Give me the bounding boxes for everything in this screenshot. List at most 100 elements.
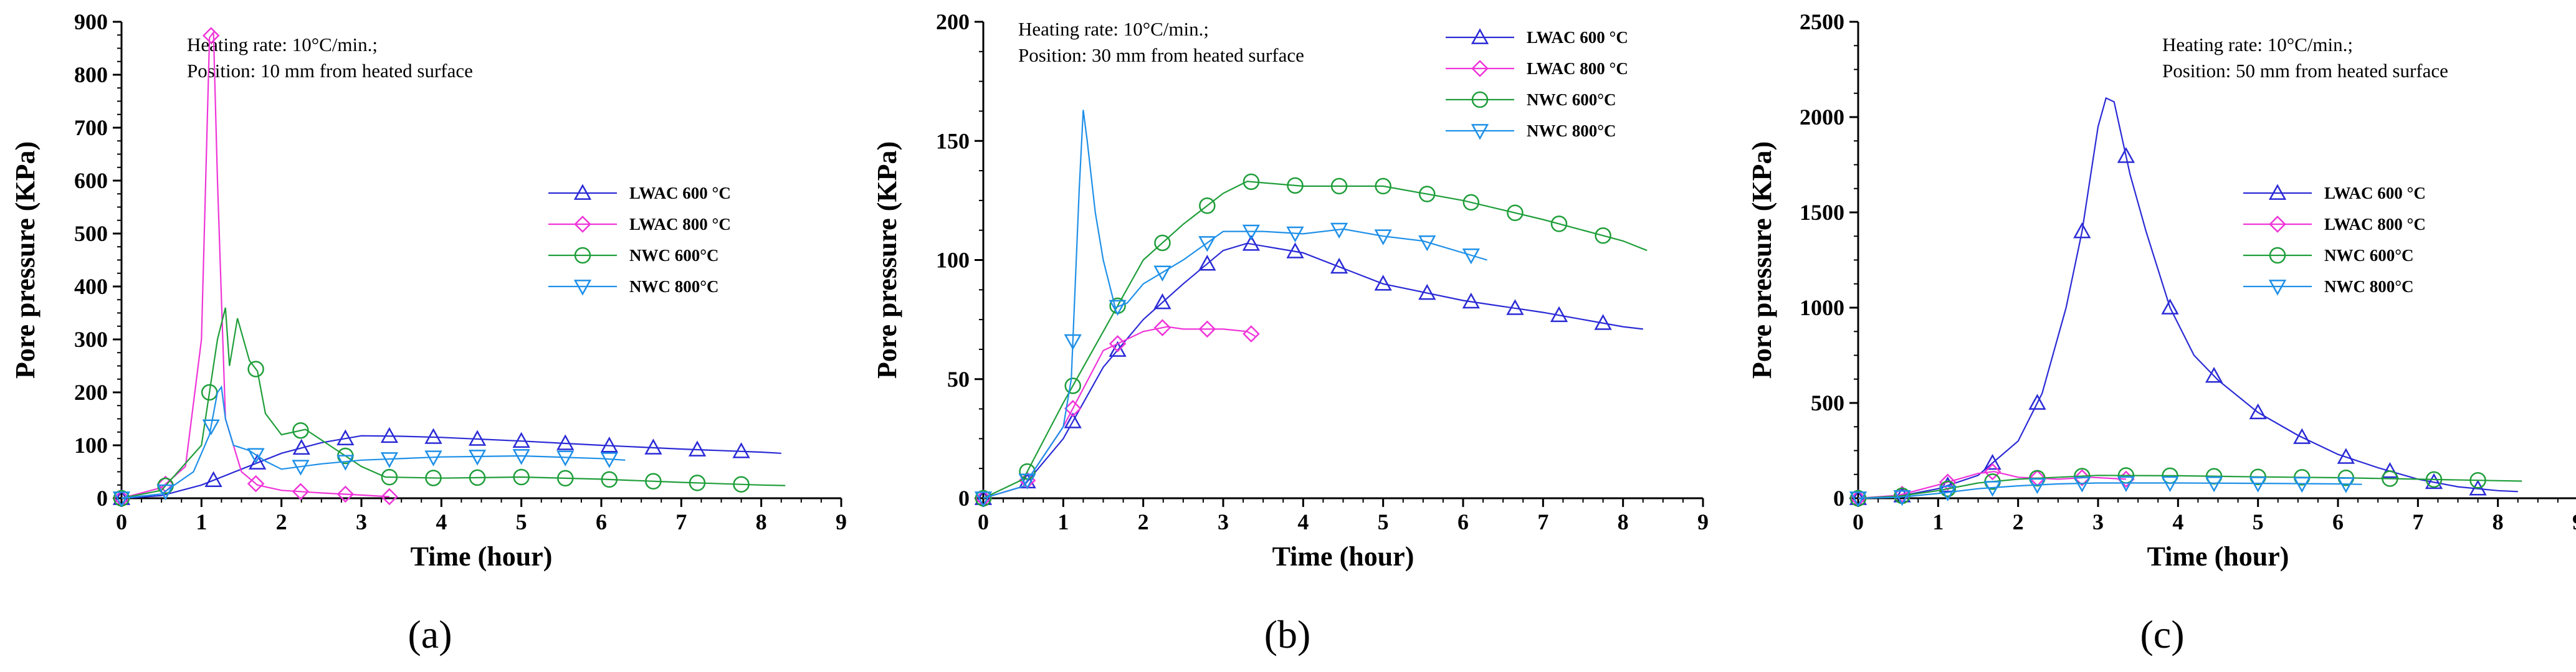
data-point [292, 460, 310, 476]
data-point [1595, 227, 1611, 244]
annotation-line: Position: 10 mm from heated surface [187, 60, 473, 82]
data-point [1153, 319, 1171, 336]
data-point [688, 440, 707, 457]
legend-label: LWAC 600 °C [1527, 28, 1628, 47]
y-tick-label: 2500 [1800, 9, 1844, 34]
data-point [1243, 325, 1260, 343]
legend-label: NWC 600°C [629, 246, 719, 265]
data-point [1506, 299, 1524, 315]
x-axis-label: Time (hour) [411, 541, 553, 572]
series-line [121, 307, 786, 499]
x-tick-label: 2 [1138, 509, 1149, 534]
y-tick-label: 200 [74, 380, 108, 405]
data-point [112, 491, 131, 508]
y-tick-label: 300 [74, 327, 108, 352]
data-point [1153, 265, 1171, 282]
data-point [557, 470, 574, 487]
data-point [1064, 334, 1082, 351]
data-point [1198, 255, 1216, 271]
data-point [2117, 147, 2135, 163]
series-line [983, 110, 1487, 499]
data-point [247, 475, 265, 493]
series-nwc800 [974, 110, 1487, 508]
x-tick-label: 5 [1378, 509, 1389, 534]
data-point [1893, 485, 1911, 503]
y-tick-label: 1500 [1800, 200, 1844, 225]
data-point [468, 450, 487, 466]
series-line [1858, 97, 2518, 499]
data-point [1374, 275, 1392, 291]
data-point [2028, 478, 2046, 495]
data-point [2161, 298, 2179, 315]
x-tick-label: 3 [2092, 509, 2104, 534]
y-tick-label: 100 [74, 433, 108, 458]
legend-marker [574, 215, 591, 233]
y-tick-label: 1000 [1800, 295, 1844, 320]
data-point [1462, 248, 1480, 265]
data-point [336, 485, 355, 503]
legend-marker [574, 247, 591, 264]
y-axis-label: Pore pressure (KPa) [10, 141, 41, 379]
series-line [1858, 482, 2362, 499]
data-point [1198, 320, 1216, 338]
data-point [1153, 293, 1171, 310]
annotation-line: Heating rate: 10°C/min.; [187, 34, 378, 55]
series-line [121, 435, 781, 499]
data-point [202, 27, 220, 44]
data-point [600, 437, 618, 453]
data-point [202, 419, 220, 435]
x-tick-label: 9 [2572, 509, 2576, 534]
legend: LWAC 600 °C LWAC 800 °C NWC 600°C NWC 800°C [548, 184, 731, 296]
y-tick-label: 500 [74, 221, 108, 246]
annotation-line: Position: 50 mm from heated surface [2162, 60, 2448, 82]
data-point [1418, 283, 1436, 300]
data-point [2249, 403, 2267, 420]
annotation-line: Heating rate: 10°C/min.; [1018, 18, 1209, 40]
legend-marker [1471, 124, 1489, 140]
data-point [1199, 197, 1216, 214]
series-lwac600 [974, 235, 1643, 505]
series-lwac800 [1849, 463, 2135, 507]
data-point [1064, 400, 1082, 417]
data-point [381, 468, 398, 486]
data-point [156, 484, 174, 501]
legend-label: LWAC 800 °C [629, 215, 731, 234]
legend-label: LWAC 600 °C [629, 184, 731, 202]
legend-label: NWC 600°C [2324, 246, 2414, 265]
x-tick-label: 7 [1537, 509, 1548, 534]
y-tick-label: 0 [97, 486, 108, 511]
data-point [380, 452, 399, 468]
data-point [381, 488, 398, 506]
y-tick-label: 700 [74, 115, 108, 140]
data-point [556, 434, 575, 450]
data-point [247, 448, 265, 464]
x-tick-label: 5 [516, 509, 527, 534]
legend-marker [2269, 247, 2286, 264]
legend-marker [573, 280, 592, 296]
data-point [1462, 194, 1480, 211]
data-point [1550, 306, 1568, 323]
series-line [983, 181, 1648, 499]
data-point [1154, 234, 1171, 252]
series-lwac800 [975, 319, 1260, 507]
data-point [732, 442, 750, 458]
data-point [2381, 461, 2399, 478]
legend-label: NWC 800°C [629, 277, 719, 296]
x-axis-label: Time (hour) [1272, 541, 1414, 572]
legend-marker [573, 184, 592, 200]
data-point [1418, 235, 1436, 252]
x-tick-label: 7 [675, 509, 687, 534]
legend-label: LWAC 800 °C [2324, 215, 2426, 234]
x-tick-label: 3 [1218, 509, 1229, 534]
annotation-line: Position: 30 mm from heated surface [1018, 44, 1304, 66]
data-point [1462, 292, 1480, 309]
series-nwc800 [112, 385, 626, 508]
y-tick-label: 600 [74, 168, 108, 193]
y-tick-label: 2000 [1800, 105, 1844, 130]
data-point [249, 453, 267, 470]
y-tick-label: 50 [947, 367, 970, 392]
data-point [2425, 471, 2443, 488]
data-point [512, 432, 530, 448]
data-point [1109, 341, 1127, 357]
data-point [1939, 476, 1957, 493]
